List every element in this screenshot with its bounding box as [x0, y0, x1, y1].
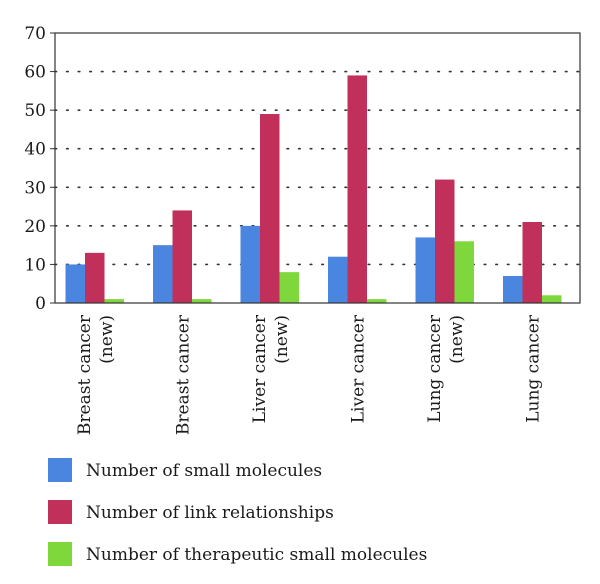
- legend-item: Number of small molecules: [48, 458, 322, 482]
- legend-swatch: [48, 500, 72, 524]
- x-category-label-line: Liver cancer: [348, 314, 368, 423]
- y-tick-label: 0: [35, 294, 46, 314]
- bar: [522, 222, 542, 303]
- x-category-label-line: Breast cancer: [173, 314, 193, 435]
- legend-label: Number of therapeutic small molecules: [86, 545, 427, 565]
- x-category-label: Lung cancer (new): [425, 314, 467, 423]
- y-tick-label: 60: [24, 63, 46, 83]
- y-tick-label: 30: [24, 178, 46, 198]
- x-category-label-line: Breast cancer: [75, 314, 95, 435]
- bar: [104, 299, 124, 303]
- bar: [153, 245, 173, 303]
- legend-item: Number of therapeutic small molecules: [48, 542, 427, 566]
- axes: [54, 32, 581, 304]
- bar: [454, 241, 474, 303]
- legend-swatch: [48, 542, 72, 566]
- y-tick-label: 40: [24, 140, 46, 160]
- legend: Number of small molecules Number of link …: [48, 458, 427, 566]
- y-tick-label: 70: [24, 24, 46, 44]
- legend-label: Number of link relationships: [86, 503, 334, 523]
- bar: [65, 264, 85, 303]
- bars: [65, 75, 562, 303]
- legend-swatch: [48, 458, 72, 482]
- x-category-label-line: (new): [447, 315, 467, 364]
- legend-label: Number of small molecules: [86, 461, 322, 481]
- x-category-label: Breast cancer: [173, 314, 193, 435]
- y-tick-label: 50: [24, 101, 46, 121]
- y-tick-label: 10: [24, 255, 46, 275]
- x-category-label-line: Liver cancer: [250, 314, 270, 423]
- y-tick-label: 20: [24, 217, 46, 237]
- x-axis-category-labels: Breast cancer (new) Breast cancer Liver can…: [75, 314, 544, 435]
- x-category-label: Liver cancer (new): [250, 314, 292, 423]
- x-category-label: Liver cancer: [348, 314, 368, 423]
- bar: [260, 114, 280, 303]
- bar: [503, 276, 523, 303]
- x-category-label-line: Lung cancer: [523, 314, 543, 423]
- bar: [240, 225, 260, 303]
- x-category-label: Lung cancer: [523, 314, 543, 423]
- gridlines: [54, 70, 581, 266]
- x-category-label-line: (new): [97, 315, 117, 364]
- x-category-label-line: Lung cancer: [425, 314, 445, 423]
- bar: [347, 75, 367, 303]
- bar: [85, 252, 105, 303]
- y-axis-ticks: 0 10 20 30 40 50 60 70: [24, 24, 55, 314]
- bar: [542, 295, 562, 303]
- bar: [415, 237, 435, 303]
- bar: [172, 210, 192, 303]
- plot-frame: [54, 32, 581, 304]
- legend-item: Number of link relationships: [48, 500, 334, 524]
- bar: [367, 299, 387, 303]
- x-category-label: Breast cancer (new): [75, 314, 117, 435]
- bar: [279, 272, 299, 303]
- bar: [435, 179, 455, 303]
- bar: [328, 256, 348, 303]
- x-category-label-line: (new): [272, 315, 292, 364]
- bar: [192, 299, 212, 303]
